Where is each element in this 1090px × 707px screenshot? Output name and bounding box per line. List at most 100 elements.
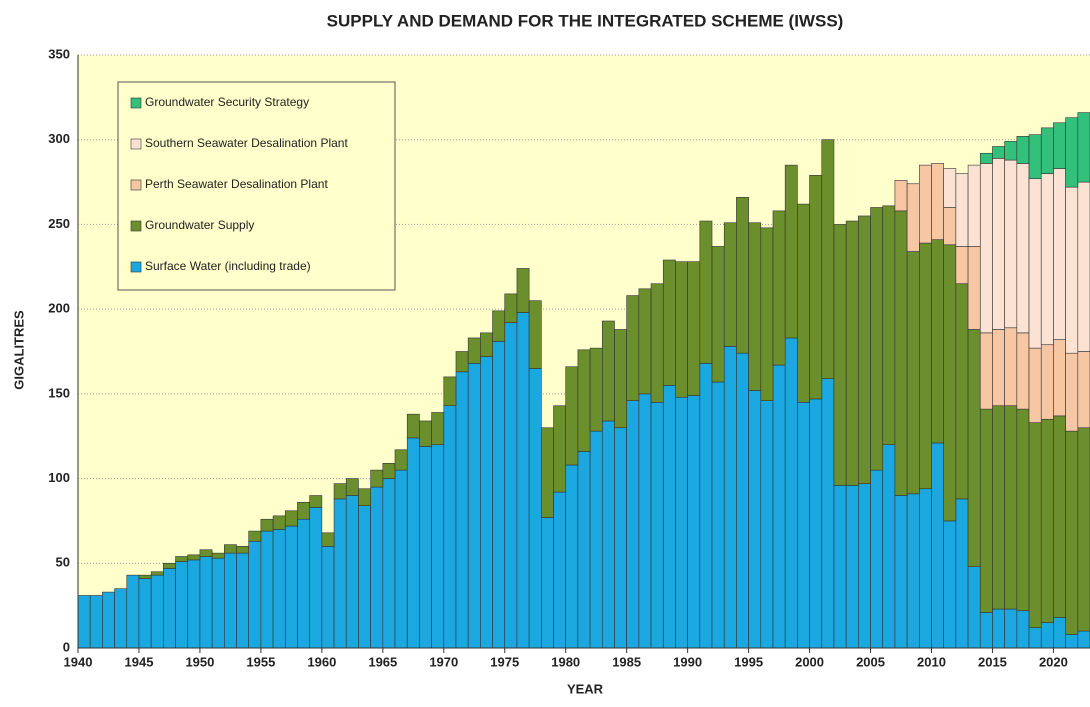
bar-segment — [1004, 159, 1018, 329]
bar-segment — [321, 532, 335, 547]
bar-segment — [199, 549, 213, 557]
bar-segment — [236, 552, 249, 649]
bar-segment — [1040, 622, 1054, 649]
bar-segment — [565, 366, 579, 466]
y-tick-label: 150 — [48, 385, 70, 400]
bar-segment — [992, 608, 1005, 649]
bar-segment — [687, 261, 701, 396]
bar-segment — [614, 427, 627, 649]
legend-box — [117, 81, 396, 291]
bar-segment — [638, 288, 652, 395]
bar-segment — [175, 556, 189, 562]
bar-segment — [894, 495, 908, 649]
bar-segment — [370, 469, 384, 488]
bar-segment — [821, 378, 835, 649]
bar-segment — [187, 554, 201, 561]
bar-segment — [431, 444, 445, 649]
x-tick-label: 2010 — [917, 654, 946, 669]
bar-segment — [955, 246, 969, 285]
bar-segment — [955, 173, 969, 247]
bar-segment — [1077, 181, 1090, 352]
bar-segment — [736, 197, 749, 354]
bar-segment — [541, 427, 554, 518]
bar-segment — [601, 420, 615, 649]
bar-segment — [736, 352, 749, 649]
bar-segment — [406, 413, 420, 439]
bar-segment — [662, 259, 676, 386]
bar-segment — [199, 556, 213, 649]
bar-segment — [833, 485, 847, 649]
bar-segment — [943, 168, 957, 208]
bar-segment — [150, 571, 164, 576]
bar-segment — [1016, 610, 1030, 649]
bar-segment — [845, 220, 859, 486]
bar-segment — [943, 520, 957, 649]
bar-segment — [906, 493, 920, 649]
bar-segment — [163, 568, 176, 649]
bar-segment — [1065, 430, 1079, 635]
bar-segment — [797, 203, 810, 403]
legend-swatch — [130, 220, 142, 232]
bar-segment — [236, 546, 249, 554]
bar-segment — [821, 139, 835, 379]
bar-segment — [272, 515, 286, 530]
bar-segment — [1053, 122, 1066, 169]
bar-segment — [650, 283, 664, 403]
bar-segment — [284, 510, 298, 527]
bar-segment — [1065, 117, 1079, 188]
bar-segment — [114, 588, 128, 649]
bar-segment — [601, 320, 615, 422]
bar-segment — [784, 337, 798, 649]
bar-segment — [1016, 136, 1030, 164]
bar-segment — [992, 329, 1005, 407]
legend-swatch — [130, 179, 142, 191]
bar-segment — [955, 283, 969, 500]
x-tick-label: 1960 — [307, 654, 336, 669]
bar-segment — [723, 222, 737, 347]
bar-segment — [967, 329, 981, 567]
x-axis-label: YEAR — [567, 681, 604, 696]
x-tick-label: 2000 — [795, 654, 824, 669]
bar-segment — [455, 371, 469, 649]
bar-segment — [772, 210, 786, 366]
x-tick-label: 1995 — [734, 654, 763, 669]
bar-segment — [382, 463, 396, 479]
y-tick-label: 100 — [48, 470, 70, 485]
bar-segment — [1004, 141, 1018, 161]
y-tick-label: 250 — [48, 216, 70, 231]
bar-segment — [638, 393, 652, 649]
bar-segment — [858, 483, 871, 649]
bar-segment — [358, 505, 371, 649]
bar-segment — [1040, 344, 1054, 420]
bar-segment — [931, 163, 944, 240]
bar-segment — [102, 591, 115, 649]
bar-segment — [224, 544, 237, 554]
bar-segment — [504, 293, 518, 323]
x-tick-label: 1945 — [125, 654, 154, 669]
bar-segment — [992, 405, 1005, 610]
bar-segment — [528, 300, 542, 369]
bar-segment — [1077, 630, 1090, 649]
bar-segment — [1028, 134, 1042, 179]
bar-segment — [443, 405, 457, 649]
bar-segment — [772, 364, 786, 649]
bar-segment — [455, 351, 469, 373]
bar-segment — [699, 220, 713, 364]
bar-segment — [577, 349, 591, 452]
y-tick-label: 200 — [48, 301, 70, 316]
bar-segment — [906, 251, 920, 495]
bar-segment — [443, 376, 457, 407]
bar-segment — [979, 408, 993, 613]
bar-segment — [309, 495, 323, 508]
bar-segment — [345, 478, 359, 496]
bar-segment — [919, 488, 932, 649]
bar-segment — [248, 530, 262, 542]
bar-segment — [126, 574, 140, 649]
bar-segment — [260, 530, 274, 649]
bar-segment — [711, 381, 725, 649]
bar-segment — [797, 402, 810, 649]
x-tick-label: 1975 — [490, 654, 519, 669]
x-tick-label: 2020 — [1039, 654, 1068, 669]
bar-segment — [1053, 339, 1066, 417]
